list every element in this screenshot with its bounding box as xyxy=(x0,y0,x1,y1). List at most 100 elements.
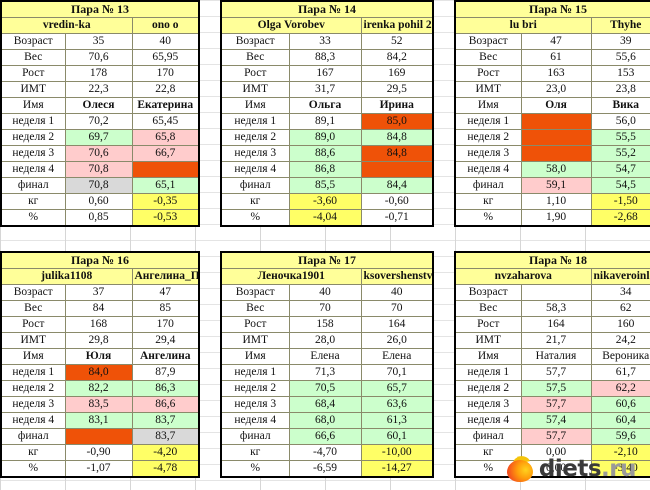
cell-participant-2: 84,8 xyxy=(360,145,434,162)
pair-table-wrapper-0: Пара № 13 vredin-ka ono o Возраст 35 40 Вес 70,… xyxy=(0,0,200,227)
table-row: финал 85,5 84,4 xyxy=(220,177,434,194)
cell-participant-1: 1,10 xyxy=(520,193,592,210)
pair-title-row: Пара № 13 xyxy=(0,0,200,18)
cell-participant-2: 66,7 xyxy=(131,145,200,162)
cell-participant-1: 23,0 xyxy=(520,81,592,98)
row-label: кг xyxy=(220,444,290,461)
cell-participant-1: 0,00 xyxy=(520,444,592,461)
cell-participant-1 xyxy=(520,113,592,130)
cell-participant-1: 58,3 xyxy=(520,300,592,317)
row-label: Рост xyxy=(220,65,290,82)
cell-participant-2: 26,0 xyxy=(360,332,434,349)
row-label: Возраст xyxy=(220,284,290,301)
table-row: финал 66,6 60,1 xyxy=(220,428,434,445)
table-row: неделя 2 89,0 84,8 xyxy=(220,129,434,146)
cell-participant-1: 86,8 xyxy=(288,161,362,178)
cell-participant-2: 54,7 xyxy=(590,161,650,178)
row-label: ИМТ xyxy=(220,332,290,349)
pair-title: Пара № 13 xyxy=(0,0,200,18)
cell-participant-2: Екатерина xyxy=(131,97,200,114)
row-label: Рост xyxy=(220,316,290,333)
cell-participant-2: 70 xyxy=(360,300,434,317)
cell-participant-2: 86,6 xyxy=(131,396,200,413)
row-label: финал xyxy=(454,428,522,445)
cell-participant-2: 170 xyxy=(131,316,200,333)
cell-participant-1: 85,5 xyxy=(288,177,362,194)
apple-icon xyxy=(506,453,533,482)
pair-table-wrapper-3: Пара № 16 julika1108 Ангелина_П Возраст 37 47… xyxy=(0,251,200,478)
table-row: кг -3,60 -0,60 xyxy=(220,193,434,210)
cell-participant-1: 70,8 xyxy=(64,177,133,194)
table-row: неделя 4 57,4 60,4 xyxy=(454,412,650,429)
cell-participant-2: 164 xyxy=(360,316,434,333)
cell-participant-2 xyxy=(360,161,434,178)
cell-participant-2: 60,6 xyxy=(590,396,650,413)
row-label: неделя 1 xyxy=(454,113,522,130)
table-row: % -1,07 -4,78 xyxy=(0,460,200,478)
row-label: Вес xyxy=(0,300,66,317)
cell-participant-1: 71,3 xyxy=(288,364,362,381)
pair-nicknames-row: julika1108 Ангелина_П xyxy=(0,268,200,285)
cell-participant-1: 57,4 xyxy=(520,412,592,429)
row-label: Вес xyxy=(220,49,290,66)
tables-vertical-gap xyxy=(0,227,650,251)
row-label: Возраст xyxy=(220,33,290,50)
table-row: Возраст 33 52 xyxy=(220,33,434,50)
cell-participant-1: 47 xyxy=(520,33,592,50)
row-label: неделя 4 xyxy=(454,412,522,429)
cell-participant-2: -0,53 xyxy=(131,209,200,227)
cell-participant-2: 55,5 xyxy=(590,129,650,146)
row-label: Рост xyxy=(0,316,66,333)
table-row: % 0,00 -3,40 xyxy=(454,460,650,478)
cell-participant-1: Елена xyxy=(288,348,362,365)
nickname-right: Ангелина_П xyxy=(131,268,200,285)
row-label: % xyxy=(220,460,290,478)
row-label: неделя 2 xyxy=(220,129,290,146)
row-label: неделя 4 xyxy=(0,412,66,429)
row-label: % xyxy=(454,209,522,227)
table-row: Имя Олеся Екатерина xyxy=(0,97,200,114)
logo-text-suffix: .ru xyxy=(601,455,636,482)
cell-participant-2: 54,5 xyxy=(590,177,650,194)
cell-participant-1 xyxy=(520,284,592,301)
cell-participant-1: 57,5 xyxy=(520,380,592,397)
pair-nicknames-row: vredin-ka ono o xyxy=(0,17,200,34)
cell-participant-1: 70,2 xyxy=(64,113,133,130)
cell-participant-1: 70,6 xyxy=(64,49,133,66)
table-row: Вес 70,6 65,95 xyxy=(0,49,200,66)
pair-nicknames-row: Леночка1901 ksovershenstvy xyxy=(220,268,434,285)
table-row: кг -0,90 -4,20 xyxy=(0,444,200,461)
cell-participant-2: Ангелина xyxy=(131,348,200,365)
row-label: неделя 3 xyxy=(220,396,290,413)
cell-participant-1: 59,1 xyxy=(520,177,592,194)
table-row: Имя Наталия Вероника xyxy=(454,348,650,365)
table-row: Вес 70 70 xyxy=(220,300,434,317)
pair-title: Пара № 16 xyxy=(0,251,200,269)
row-label: неделя 2 xyxy=(454,380,522,397)
pair-table-wrapper-4: Пара № 17 Леночка1901 ksovershenstvy Возрас… xyxy=(220,251,434,478)
cell-participant-2: 56,0 xyxy=(590,113,650,130)
row-label: неделя 1 xyxy=(0,113,66,130)
diets-ru-logo[interactable]: diets.ru xyxy=(506,453,636,482)
cell-participant-2: 52 xyxy=(360,33,434,50)
pair-title-row: Пара № 16 xyxy=(0,251,200,269)
cell-participant-1: 57,7 xyxy=(520,364,592,381)
pair-title-row: Пара № 17 xyxy=(220,251,434,269)
row-label: неделя 3 xyxy=(0,396,66,413)
cell-participant-2: 47 xyxy=(131,284,200,301)
cell-participant-2: 62,2 xyxy=(590,380,650,397)
cell-participant-1: 168 xyxy=(64,316,133,333)
row-label: ИМТ xyxy=(0,81,66,98)
row-label: неделя 2 xyxy=(0,129,66,146)
table-row: кг 0,60 -0,35 xyxy=(0,193,200,210)
table-row: неделя 2 57,5 62,2 xyxy=(454,380,650,397)
table-row: неделя 3 88,6 84,8 xyxy=(220,145,434,162)
row-label: кг xyxy=(0,193,66,210)
cell-participant-1: 66,6 xyxy=(288,428,362,445)
tables-row-bottom: Пара № 16 julika1108 Ангелина_П Возраст 37 47… xyxy=(0,251,650,478)
cell-participant-1: 21,7 xyxy=(520,332,592,349)
nickname-left: Olga Vorobev xyxy=(220,17,362,34)
